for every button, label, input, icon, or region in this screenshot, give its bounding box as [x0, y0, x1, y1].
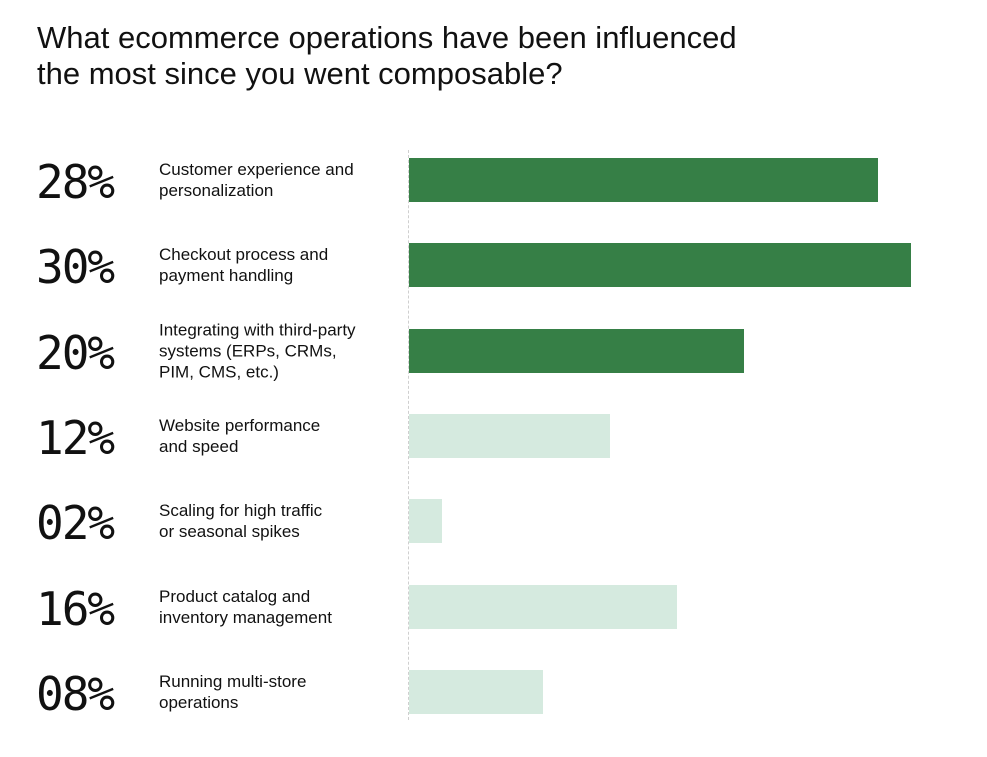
category-label-line: Scaling for high traffic [159, 501, 323, 520]
category-label: Checkout process and payment handling [159, 244, 399, 286]
category-label: Integrating with third-party systems (ERP… [159, 320, 399, 383]
category-label-line: and speed [159, 437, 239, 456]
category-label-line: Running multi-store [159, 672, 307, 691]
category-label: Website performance and speed [159, 415, 399, 457]
category-label-line: Customer experience and [159, 160, 354, 179]
bar-row: 28% Customer experience and personalizatio… [0, 155, 987, 209]
category-label: Customer experience and personalization [159, 159, 399, 201]
bar-row: 30% Checkout process and payment handling [0, 240, 987, 294]
bar [409, 414, 610, 458]
percent-value: 12% [36, 411, 115, 465]
bar-row: 20% Integrating with third-party systems (… [0, 321, 987, 382]
category-label-line: Product catalog and [159, 587, 311, 606]
bar [409, 329, 744, 373]
percent-value: 08% [36, 667, 115, 721]
percent-value: 20% [36, 326, 115, 380]
category-label-line: Checkout process and [159, 245, 329, 264]
bar-row: 12% Website performance and speed [0, 411, 987, 465]
chart-title-line-2: the most since you went composable? [37, 56, 563, 91]
bar [409, 499, 442, 543]
bar [409, 158, 878, 202]
bar [409, 243, 911, 287]
category-label: Product catalog and inventory management [159, 586, 399, 628]
category-label: Scaling for high traffic or seasonal spik… [159, 500, 399, 542]
baseline-axis [408, 150, 409, 720]
bar-row: 16% Product catalog and inventory manageme… [0, 582, 987, 636]
percent-value: 28% [36, 155, 115, 209]
chart-title-line-1: What ecommerce operations have been infl… [37, 20, 737, 55]
category-label-line: payment handling [159, 266, 294, 285]
percent-value: 16% [36, 582, 115, 636]
category-label-line: inventory management [159, 608, 332, 627]
category-label-line: operations [159, 693, 239, 712]
category-label-line: PIM, CMS, etc.) [159, 362, 279, 382]
category-label-line: Integrating with third-party [159, 320, 356, 340]
category-label-line: systems (ERPs, CRMs, [159, 341, 337, 361]
percent-value: 02% [36, 496, 115, 550]
percent-value: 30% [36, 240, 115, 294]
chart-title: What ecommerce operations have been infl… [37, 20, 837, 92]
bar [409, 670, 543, 714]
bar [409, 585, 677, 629]
bar-row: 02% Scaling for high traffic or seasonal s… [0, 496, 987, 550]
bar-row: 08% Running multi-store operations [0, 667, 987, 721]
category-label-line: Website performance [159, 416, 321, 435]
category-label: Running multi-store operations [159, 671, 399, 713]
category-label-line: or seasonal spikes [159, 522, 300, 541]
category-label-line: personalization [159, 181, 274, 200]
